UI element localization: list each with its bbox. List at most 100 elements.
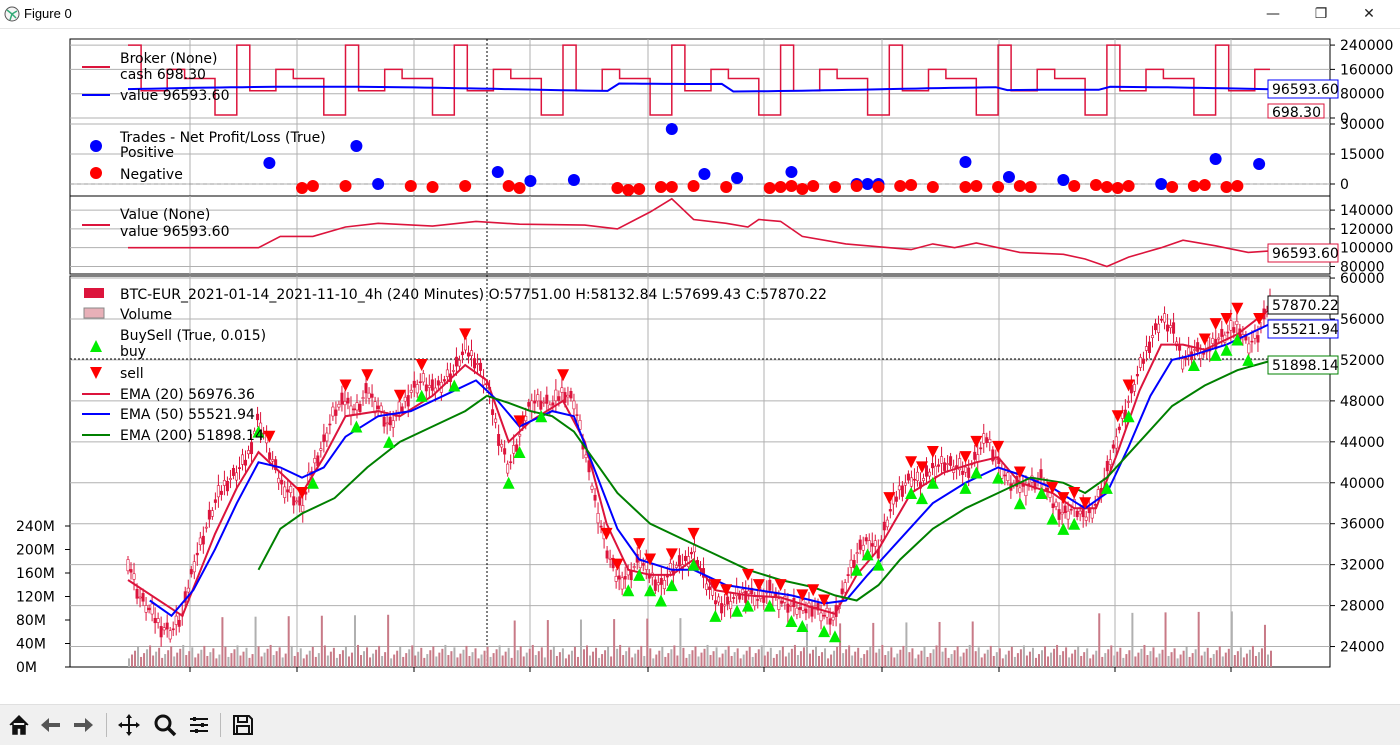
volume-bar [317,653,320,667]
volume-bar [1140,648,1143,667]
save-button[interactable] [228,710,258,740]
value-tag-box [1267,79,1339,99]
trade-positive-point [372,178,385,190]
trade-positive-point [263,157,276,169]
candle-body [943,462,947,471]
candle-body [623,576,627,580]
trade-negative-point [1220,181,1233,193]
volume-bar [881,644,884,667]
volume-bar [161,657,164,667]
volume-bar [995,652,998,667]
configure-button[interactable] [184,710,214,740]
candle-body [466,352,470,357]
candle-body [557,396,561,401]
candle-body [530,400,534,412]
volume-bar [254,616,257,667]
minimize-button[interactable]: — [1266,6,1280,22]
y-tick-label: 80000 [1340,87,1385,103]
volume-bar [155,651,158,667]
volume-bar [459,653,462,667]
sell-marker [1209,318,1222,331]
volume-bar [495,649,498,667]
volume-bar [320,615,323,667]
volume-bar [1236,651,1239,667]
volume-bar [278,647,281,667]
candle-body [545,394,549,404]
figure-canvas[interactable]: 240000 160000 80000 0 30000 15000 0 140000 12000… [0,29,1400,699]
candle-body [325,432,329,442]
candle-body [961,470,965,475]
candle-body [605,550,609,559]
volume-bar [366,647,369,667]
volume-bar [474,648,477,667]
home-button[interactable] [4,710,34,740]
maximize-button[interactable]: ❐ [1314,6,1328,22]
candle-body [195,552,199,556]
buy-marker [1242,353,1255,366]
volume-bar [513,620,516,667]
forward-button[interactable] [68,710,98,740]
candle-body [343,401,347,406]
candle-body [479,362,483,371]
buy-marker [415,389,428,402]
volume-bar [1167,655,1170,667]
volume-bar [1257,652,1260,667]
trade-negative-point [828,181,841,193]
close-button[interactable]: ✕ [1363,6,1375,22]
candle-body [189,569,193,575]
candle-body [247,450,251,455]
candle-body [620,577,624,590]
volume-bar [631,657,634,667]
candle-body [536,394,540,402]
volume-bar [935,645,938,667]
buy-marker [763,599,776,612]
trade-negative-point [296,182,309,194]
y-tick-label: 24000 [1340,640,1385,656]
volume-bar [435,656,438,667]
candle-body [1144,346,1148,351]
volume-bar [682,647,685,667]
volume-bar [676,655,679,667]
legend-cash: cash 698.30 [120,67,206,83]
volume-bar [396,650,399,667]
volume-bar [128,658,130,667]
volume-bar [1245,653,1248,667]
trade-negative-point [1013,180,1026,192]
sell-marker [905,456,918,469]
candle-body [237,467,241,469]
candle-body [1069,508,1073,511]
volume-bar [173,656,176,667]
volume-bar [338,654,341,667]
candle-body [575,414,579,416]
volume-bar [1230,611,1233,667]
volume-bar [432,646,435,667]
candle-body [705,583,709,590]
volume-bar [869,646,872,667]
legend-buy-marker [90,340,102,352]
volume-bar [1047,656,1050,667]
pan-button[interactable] [114,710,144,740]
backtrader-figure[interactable]: 2400001600008000003000015000014000012000… [0,29,1400,699]
zoom-button[interactable] [150,710,180,740]
volume-bar [1104,653,1107,667]
trade-negative-point [1122,180,1135,192]
volume-bar [1004,654,1007,667]
volume-bar [640,645,643,667]
back-button[interactable] [36,710,66,740]
volume-bar [899,649,902,667]
candle-body [1024,484,1028,497]
volume-bar [1191,653,1194,667]
volume-bar [158,647,161,667]
buy-marker [872,558,885,571]
trade-positive-point [785,166,798,178]
candle-body [1108,459,1112,465]
candle-body [831,616,835,621]
buy-marker [350,420,363,433]
trade-negative-point [306,180,319,192]
legend-value: value 96593.60 [120,88,230,104]
cash-line [128,44,1270,116]
volume-bar [167,650,170,667]
candle-body [168,630,172,640]
volume-bar [239,655,242,667]
volume-bar [1221,656,1224,667]
